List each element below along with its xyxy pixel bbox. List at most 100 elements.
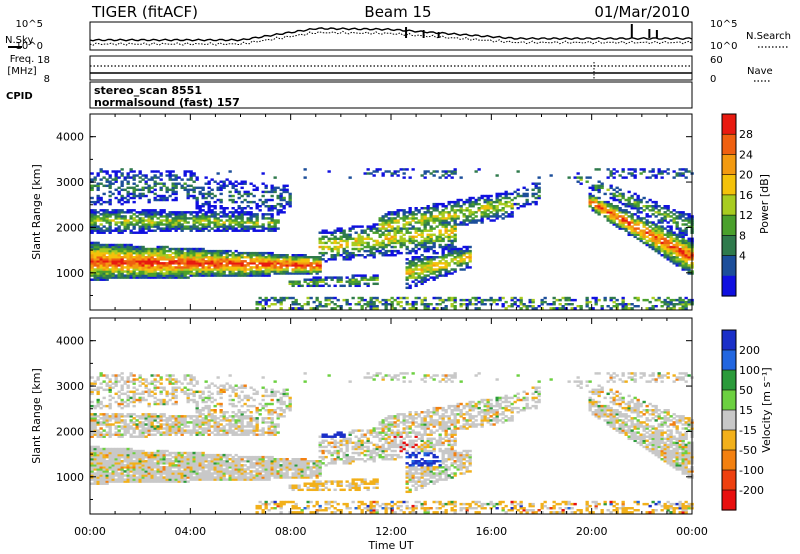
power-cell — [201, 247, 205, 251]
velocity-cell — [171, 466, 175, 469]
power-cell — [210, 221, 214, 224]
velocity-cell — [90, 419, 94, 422]
power-cell — [444, 225, 448, 228]
power-cell — [111, 251, 115, 255]
velocity-cell — [90, 482, 94, 485]
power-cell — [159, 254, 163, 257]
power-cell — [666, 235, 670, 239]
power-cell — [678, 231, 682, 234]
velocity-cell — [174, 476, 178, 479]
power-cell — [312, 300, 316, 304]
velocity-cell — [153, 392, 157, 396]
power-cell — [507, 305, 511, 308]
velocity-cell — [132, 413, 136, 416]
power-cell — [180, 256, 184, 259]
velocity-cell — [150, 390, 154, 394]
power-cell — [633, 305, 637, 308]
power-cell — [585, 300, 589, 304]
power-cell — [102, 213, 106, 216]
power-cell — [126, 266, 130, 269]
power-cell — [117, 262, 121, 265]
power-cell — [306, 262, 310, 265]
power-cell — [327, 284, 331, 288]
power-cell — [672, 213, 676, 216]
velocity-cell — [108, 406, 112, 410]
power-cell — [594, 188, 598, 192]
velocity-cell — [162, 455, 166, 459]
velocity-cell — [171, 478, 175, 481]
power-cell — [96, 251, 100, 255]
power-cell — [684, 213, 688, 216]
power-cell — [516, 207, 520, 210]
power-cell — [579, 178, 583, 181]
power-cell — [114, 172, 118, 175]
power-cell — [669, 231, 673, 234]
power-cell — [432, 276, 436, 279]
power-cell — [648, 176, 652, 179]
power-cell — [225, 254, 229, 257]
power-cell — [432, 249, 436, 253]
power-cell — [225, 213, 229, 216]
velocity-cell — [162, 478, 166, 481]
power-cell — [450, 258, 454, 261]
velocity-cell — [153, 455, 157, 459]
power-cell — [219, 215, 223, 218]
velocity-cell — [126, 378, 130, 381]
power-cell — [465, 209, 469, 212]
power-cell — [114, 215, 118, 218]
power-cell — [612, 188, 616, 192]
power-cell — [144, 272, 148, 275]
power-cell — [639, 235, 643, 239]
power-cell — [180, 223, 184, 226]
velocity-cell — [123, 423, 127, 426]
power-cell — [624, 225, 628, 228]
power-cell — [189, 225, 193, 228]
power-cell — [192, 249, 196, 253]
power-cell — [174, 211, 178, 214]
power-cell — [105, 260, 109, 263]
velocity-cell — [141, 462, 145, 465]
velocity-cell — [111, 462, 115, 465]
power-cell — [420, 282, 424, 286]
power-cell — [306, 258, 310, 261]
power-cell — [279, 192, 283, 196]
power-cell — [198, 249, 202, 253]
velocity-cell — [150, 380, 154, 383]
power-cell — [411, 249, 415, 253]
power-cell — [441, 251, 445, 255]
power-cell — [246, 190, 250, 194]
power-cell — [210, 249, 214, 253]
velocity-cell — [123, 478, 127, 481]
power-cell — [114, 249, 118, 253]
power-cell — [240, 223, 244, 226]
power-cell — [654, 239, 658, 243]
velocity-cell — [174, 451, 178, 455]
velocity-cell — [141, 472, 145, 475]
power-cell — [408, 221, 412, 224]
power-cell — [687, 247, 691, 251]
power-cell — [252, 262, 256, 265]
power-cell — [303, 280, 307, 283]
power-cell — [117, 264, 121, 267]
power-cell — [105, 249, 109, 253]
velocity-cell — [132, 429, 136, 432]
power-cell — [132, 219, 136, 222]
power-cell — [636, 227, 640, 230]
power-cell — [432, 256, 436, 259]
power-cell — [393, 170, 397, 173]
velocity-cell — [150, 476, 154, 479]
power-cell — [399, 237, 403, 241]
power-cell — [132, 194, 136, 198]
power-cell — [165, 196, 169, 200]
power-cell — [687, 298, 691, 302]
velocity-cell — [108, 478, 112, 481]
power-cell — [195, 196, 199, 200]
velocity-cell — [144, 476, 148, 479]
velocity-cell — [96, 453, 100, 457]
power-cell — [498, 192, 502, 196]
power-cell — [537, 186, 541, 190]
power-cell — [621, 219, 625, 222]
power-cell — [360, 305, 364, 308]
power-cell — [606, 209, 610, 212]
power-cell — [165, 174, 169, 177]
